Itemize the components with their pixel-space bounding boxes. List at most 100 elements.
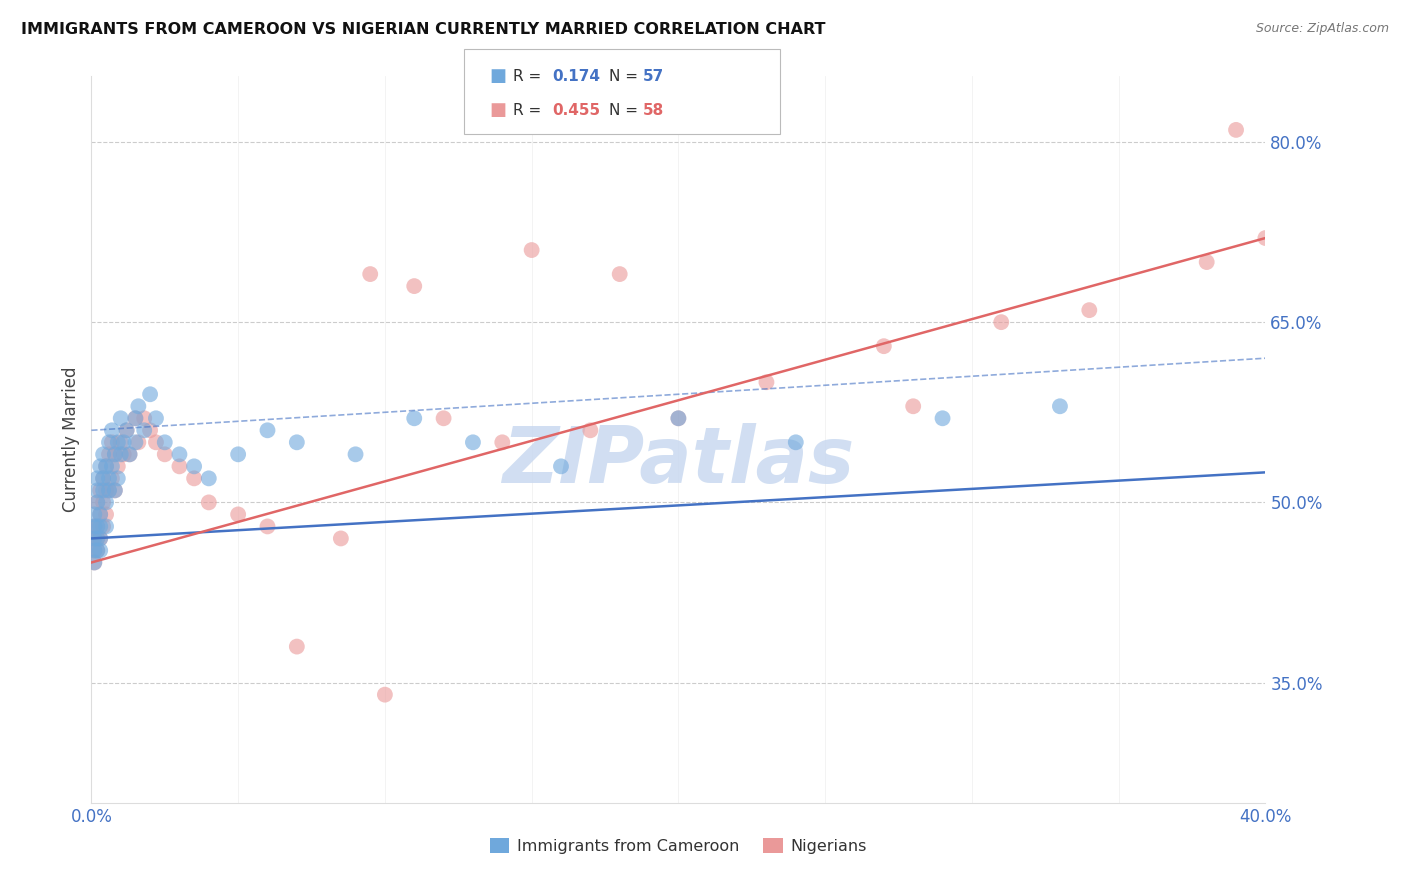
Point	[183, 459, 205, 474]
Point	[374, 688, 396, 702]
Point	[89, 519, 111, 533]
Point	[94, 508, 117, 522]
Point	[344, 447, 367, 461]
Point	[285, 435, 308, 450]
Point	[359, 267, 381, 281]
Text: N =: N =	[609, 103, 643, 118]
Point	[94, 459, 117, 474]
Point	[127, 399, 149, 413]
Point	[1195, 255, 1218, 269]
Text: R =: R =	[513, 103, 547, 118]
Point	[153, 447, 176, 461]
Point	[139, 423, 162, 437]
Point	[91, 483, 114, 498]
Point	[285, 640, 308, 654]
Point	[89, 483, 111, 498]
Text: ZIPatlas: ZIPatlas	[502, 423, 855, 500]
Point	[134, 423, 156, 437]
Point	[86, 495, 108, 509]
Point	[1078, 303, 1101, 318]
Point	[169, 447, 191, 461]
Point	[112, 447, 135, 461]
Point	[91, 471, 114, 485]
Point	[98, 435, 121, 450]
Point	[91, 447, 114, 461]
Point	[83, 543, 105, 558]
Point	[118, 447, 141, 461]
Point	[1254, 231, 1277, 245]
Point	[86, 519, 108, 533]
Point	[91, 519, 114, 533]
Point	[785, 435, 807, 450]
Point	[115, 423, 138, 437]
Point	[110, 435, 132, 450]
Point	[98, 447, 121, 461]
Point	[101, 459, 124, 474]
Text: 0.455: 0.455	[553, 103, 600, 118]
Point	[666, 411, 689, 425]
Text: ■: ■	[489, 67, 506, 86]
Point	[89, 543, 111, 558]
Point	[112, 435, 135, 450]
Point	[153, 435, 176, 450]
Text: 58: 58	[643, 103, 664, 118]
Point	[89, 532, 111, 546]
Point	[83, 508, 105, 522]
Point	[520, 243, 543, 257]
Legend: Immigrants from Cameroon, Nigerians: Immigrants from Cameroon, Nigerians	[484, 832, 873, 860]
Point	[404, 279, 426, 293]
Point	[104, 483, 127, 498]
Point	[86, 483, 108, 498]
Point	[91, 471, 114, 485]
Point	[83, 519, 105, 533]
Point	[104, 483, 127, 498]
Point	[990, 315, 1012, 329]
Point	[1225, 123, 1247, 137]
Point	[83, 519, 105, 533]
Point	[89, 508, 111, 522]
Point	[197, 495, 219, 509]
Point	[86, 543, 108, 558]
Point	[329, 532, 352, 546]
Text: 57: 57	[643, 69, 664, 84]
Point	[169, 459, 191, 474]
Point	[404, 411, 426, 425]
Point	[107, 471, 129, 485]
Point	[145, 411, 167, 425]
Point	[89, 532, 111, 546]
Point	[256, 423, 278, 437]
Point	[83, 543, 105, 558]
Point	[873, 339, 896, 353]
Point	[101, 435, 124, 450]
Point	[83, 556, 105, 570]
Point	[903, 399, 925, 413]
Point	[86, 519, 108, 533]
Point	[94, 483, 117, 498]
Point	[491, 435, 513, 450]
Point	[183, 471, 205, 485]
Point	[104, 447, 127, 461]
Point	[256, 519, 278, 533]
Text: 0.174: 0.174	[553, 69, 600, 84]
Point	[91, 495, 114, 509]
Point	[110, 411, 132, 425]
Y-axis label: Currently Married: Currently Married	[62, 367, 80, 512]
Point	[124, 411, 146, 425]
Point	[107, 459, 129, 474]
Point	[110, 447, 132, 461]
Point	[104, 447, 127, 461]
Point	[94, 495, 117, 509]
Point	[89, 459, 111, 474]
Point	[134, 411, 156, 425]
Point	[101, 471, 124, 485]
Point	[101, 423, 124, 437]
Text: Source: ZipAtlas.com: Source: ZipAtlas.com	[1256, 22, 1389, 36]
Point	[83, 556, 105, 570]
Point	[118, 447, 141, 461]
Point	[98, 483, 121, 498]
Text: N =: N =	[609, 69, 643, 84]
Point	[550, 459, 572, 474]
Point	[432, 411, 454, 425]
Text: R =: R =	[513, 69, 547, 84]
Point	[197, 471, 219, 485]
